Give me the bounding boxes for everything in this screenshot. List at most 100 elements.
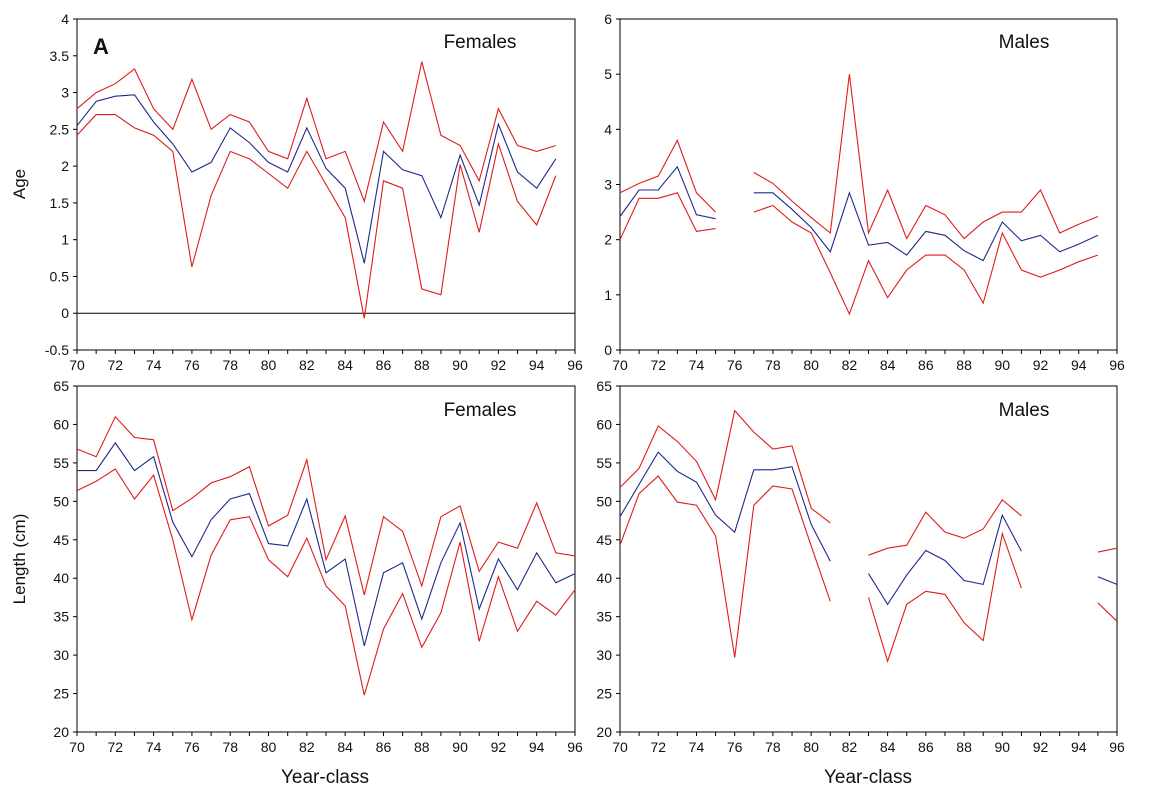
upper-series-line <box>76 61 556 204</box>
x-tick-label: 92 <box>1033 739 1049 755</box>
y-tick-label: 1 <box>61 232 69 248</box>
y-tick-label: 0 <box>61 305 69 321</box>
y-tick-label: 2 <box>604 232 612 248</box>
x-tick-label: 84 <box>337 357 353 373</box>
series-lines <box>76 415 576 696</box>
y-tick-label: 65 <box>53 378 69 394</box>
x-tick-label: 82 <box>299 357 315 373</box>
x-tick-label: 70 <box>69 357 85 373</box>
y-axis-label: Length (cm) <box>10 514 29 605</box>
y-axis-label: Age <box>10 169 29 199</box>
lower-series-line <box>619 192 716 240</box>
upper-series-line <box>76 415 576 596</box>
x-tick-label: 86 <box>918 357 934 373</box>
mean-series-line <box>753 191 1099 262</box>
upper-series-line <box>619 409 831 524</box>
y-tick-label: 55 <box>596 455 612 471</box>
panel-age-females: -0.5 0 0.5 1 1.5 2 2.5 3 3.5 4 70 72 74 76 78 80 82 84 86… <box>10 11 583 373</box>
x-tick-label: 92 <box>491 357 507 373</box>
y-tick-label: 40 <box>53 570 69 586</box>
panel-age-males: 0 1 2 3 4 5 6 70 72 74 76 78 80 82 84 86 88 90 92 94 96 Mal… <box>604 11 1125 373</box>
y-tick-label: 35 <box>53 609 69 625</box>
y-tick-label: 45 <box>53 532 69 548</box>
y-tick-labels: 20 25 30 35 40 45 50 55 60 65 <box>596 378 620 740</box>
upper-series-line <box>753 74 1099 240</box>
x-tick-label: 80 <box>261 357 277 373</box>
mean-series-line <box>1097 576 1118 585</box>
x-tick-label: 70 <box>612 357 628 373</box>
series-lines <box>619 74 1099 316</box>
x-tick-label: 88 <box>956 357 972 373</box>
x-tick-label: 82 <box>842 357 858 373</box>
x-tick-label: 70 <box>612 739 628 755</box>
x-tick-label: 80 <box>803 357 819 373</box>
x-tick-label: 74 <box>689 739 705 755</box>
y-tick-label: 2 <box>61 158 69 174</box>
x-tick-label: 90 <box>452 357 468 373</box>
x-tick-label: 78 <box>222 739 238 755</box>
x-tick-label: 76 <box>727 739 743 755</box>
y-tick-label: 35 <box>596 609 612 625</box>
x-tick-label: 72 <box>108 739 124 755</box>
y-tick-label: 0.5 <box>50 268 70 284</box>
mean-series-line <box>619 451 831 562</box>
x-tick-label: 94 <box>1071 739 1087 755</box>
x-tick-labels: 70 72 74 76 78 80 82 84 86 88 90 92 94 96 <box>69 350 583 373</box>
x-tick-label: 92 <box>491 739 507 755</box>
x-tick-label: 90 <box>995 357 1011 373</box>
x-tick-label: 72 <box>108 357 124 373</box>
mean-series-line <box>868 513 1022 606</box>
x-tick-label: 84 <box>337 739 353 755</box>
y-tick-label: 4 <box>604 121 612 137</box>
x-tick-label: 74 <box>146 357 162 373</box>
x-tick-label: 96 <box>1109 357 1125 373</box>
x-tick-label: 94 <box>1071 357 1087 373</box>
x-tick-label: 96 <box>1109 739 1125 755</box>
lower-series-line <box>619 475 831 658</box>
x-tick-label: 78 <box>765 739 781 755</box>
y-tick-label: 40 <box>596 570 612 586</box>
y-tick-label: 1.5 <box>50 195 70 211</box>
x-tick-label: 94 <box>529 739 545 755</box>
y-tick-labels: 0 1 2 3 4 5 6 <box>604 11 620 358</box>
lower-series-line <box>76 468 576 696</box>
lower-series-line <box>76 114 557 319</box>
x-tick-label: 72 <box>650 357 666 373</box>
panel-length-males: 20 25 30 35 40 45 50 55 60 65 70 72 74 76 78 80 82 84 86 8… <box>596 378 1125 755</box>
x-axis-label-left: Year-class <box>281 767 369 788</box>
x-tick-label: 86 <box>376 357 392 373</box>
upper-series-line <box>619 139 716 213</box>
y-tick-label: 50 <box>53 493 69 509</box>
panel-title: Females <box>444 32 517 53</box>
y-tick-label: 60 <box>53 416 69 432</box>
y-tick-label: 4 <box>61 11 69 27</box>
y-tick-label: -0.5 <box>45 342 69 358</box>
x-tick-label: 78 <box>765 357 781 373</box>
y-tick-label: 30 <box>596 647 612 663</box>
y-tick-label: 0 <box>604 342 612 358</box>
x-tick-label: 82 <box>842 739 858 755</box>
x-tick-label: 76 <box>184 739 200 755</box>
y-tick-label: 1 <box>604 287 612 303</box>
x-tick-labels: 70 72 74 76 78 80 82 84 86 88 90 92 94 96 <box>612 350 1125 373</box>
x-tick-label: 74 <box>689 357 705 373</box>
lower-series-line <box>867 531 1022 664</box>
y-tick-label: 6 <box>604 11 612 27</box>
x-tick-label: 86 <box>376 739 392 755</box>
panel-length-females: 20 25 30 35 40 45 50 55 60 65 70 72 74 76 78 80 82 84 86 8… <box>10 378 583 755</box>
x-tick-label: 84 <box>880 739 896 755</box>
x-tick-label: 86 <box>918 739 934 755</box>
x-tick-label: 88 <box>414 739 430 755</box>
y-tick-label: 25 <box>596 686 612 702</box>
x-tick-label: 88 <box>414 357 430 373</box>
x-tick-label: 80 <box>803 739 819 755</box>
y-tick-label: 20 <box>53 724 69 740</box>
x-tick-label: 72 <box>650 739 666 755</box>
y-tick-label: 65 <box>596 378 612 394</box>
x-tick-label: 78 <box>222 357 238 373</box>
upper-series-line <box>1097 547 1118 553</box>
y-tick-label: 60 <box>596 416 612 432</box>
y-tick-label: 20 <box>596 724 612 740</box>
series-lines <box>76 61 557 319</box>
x-tick-label: 92 <box>1033 357 1049 373</box>
